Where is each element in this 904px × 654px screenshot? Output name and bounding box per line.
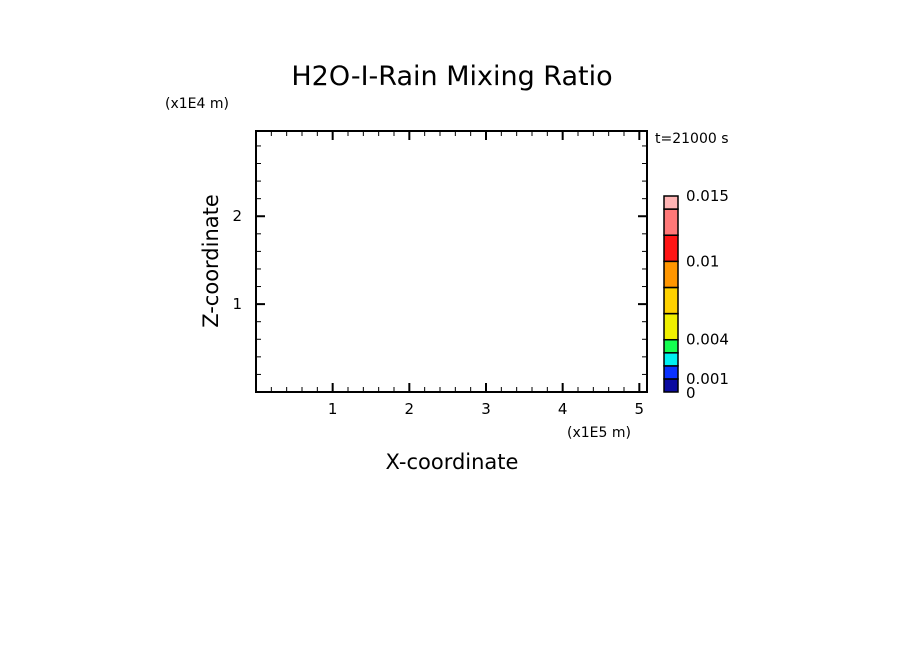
x-tick-label: 5 xyxy=(635,400,645,418)
colorbar-swatch xyxy=(663,234,679,263)
colorbar-swatch xyxy=(663,208,679,236)
x-tick-label: 1 xyxy=(328,400,338,418)
y-scale-label: (x1E4 m) xyxy=(165,96,229,112)
colorbar-swatch xyxy=(663,195,679,210)
colorbar-label: 0.01 xyxy=(686,252,719,270)
colorbar-swatch xyxy=(663,312,679,341)
y-axis-label: Z-coordinate xyxy=(199,194,223,328)
x-tick-label: 4 xyxy=(558,400,568,418)
y-tick-label: 2 xyxy=(232,207,242,225)
time-label: t=21000 s xyxy=(655,131,729,147)
colorbar-swatch xyxy=(663,338,679,354)
y-tick-label: 1 xyxy=(232,295,242,313)
colorbar-swatch xyxy=(663,352,679,367)
colorbar-swatch xyxy=(663,365,679,380)
colorbar-label: 0.001 xyxy=(686,370,729,388)
colorbar-swatch xyxy=(663,378,679,393)
axes: 1 2 3 4 5 1 2 xyxy=(232,130,648,418)
colorbar-label: 0 xyxy=(686,384,696,402)
colorbar-label: 0.015 xyxy=(686,187,729,205)
x-tick-label: 3 xyxy=(481,400,491,418)
x-axis-label: X-coordinate xyxy=(386,450,519,474)
x-tick-label: 2 xyxy=(405,400,415,418)
chart-title: H2O-I-Rain Mixing Ratio xyxy=(291,61,612,92)
colorbar-label: 0.004 xyxy=(686,331,729,349)
colorbar-swatch xyxy=(663,260,679,289)
x-scale-label: (x1E5 m) xyxy=(567,425,631,441)
colorbar-swatch xyxy=(663,286,679,315)
plot-frame xyxy=(255,130,648,393)
